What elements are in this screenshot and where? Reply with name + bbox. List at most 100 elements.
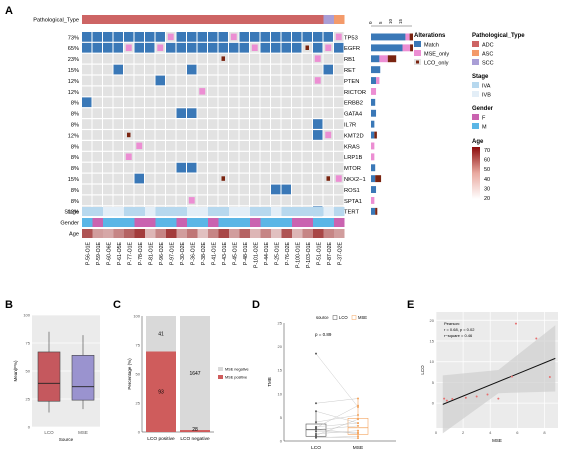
oncoprint-cell	[250, 184, 260, 195]
legend-swatch-negative	[218, 367, 223, 371]
lco-point	[315, 434, 317, 437]
oncoprint-cell	[302, 141, 312, 151]
oncoprint-cell	[176, 75, 186, 86]
oncoprint-cell	[250, 162, 260, 173]
oncoprint-cell	[134, 130, 144, 140]
gene-name-label: TP53	[344, 35, 358, 41]
stacked-bar-panel: 0 25 50 75 100 41 93 LCO positive 1647 28 LCO nega…	[127, 314, 249, 443]
oncoprint-cell	[292, 75, 302, 86]
oncoprint-cell	[82, 195, 92, 206]
stage-cell	[155, 207, 166, 216]
pair-line	[315, 405, 359, 428]
gender-cell	[302, 218, 313, 227]
oncoprint-cell	[103, 195, 113, 206]
lco-point	[315, 421, 317, 424]
oncoprint-cell	[187, 141, 197, 151]
lco-point	[315, 402, 317, 405]
oncoprint-cell	[250, 119, 260, 129]
oncoprint-cell	[176, 173, 186, 184]
bar-mse-negative	[180, 316, 210, 431]
oncoprint-cell	[281, 64, 291, 75]
oncoprint-cell	[134, 151, 144, 162]
gene-pct-label: 8%	[71, 123, 79, 129]
gene-pct-label: 12%	[68, 79, 79, 85]
side-axis-tick: 0	[368, 21, 373, 24]
match-mark	[218, 42, 228, 53]
side-bar-segment	[371, 33, 406, 41]
sample-label: P-56-O1E	[85, 241, 91, 265]
match-mark	[176, 42, 186, 53]
oncoprint-cell	[281, 141, 291, 151]
side-bar-segment	[371, 55, 380, 63]
oncoprint-cell	[208, 173, 218, 184]
legend-item-iva: IVA	[482, 84, 491, 90]
oncoprint-cell	[113, 97, 123, 108]
bar-label-positive: 93	[158, 390, 164, 396]
oncoprint-cell	[250, 97, 260, 108]
oncoprint-cell	[271, 86, 281, 97]
oncoprint-cell	[103, 184, 113, 195]
oncoprint-cell	[82, 173, 92, 184]
oncoprint-cell	[103, 130, 113, 140]
oncoprint-cell	[292, 53, 302, 64]
y-tick-label: 10	[278, 391, 283, 396]
oncoprint-cell	[197, 141, 207, 151]
gene-pct-label: 8%	[71, 112, 79, 118]
oncoprint-cell	[113, 195, 123, 206]
gender-cell	[260, 218, 271, 227]
oncoprint-cell	[239, 141, 249, 151]
oncoprint-cell	[103, 75, 113, 86]
oncoprint-cell	[250, 108, 260, 118]
side-bar-segment	[371, 142, 375, 150]
oncoprint-cell	[323, 108, 333, 118]
oncoprint-cell	[323, 141, 333, 151]
oncoprint-cell	[334, 108, 344, 118]
oncoprint-cell	[166, 162, 176, 173]
oncoprint-cell	[260, 162, 270, 173]
oncoprint-cell	[302, 108, 312, 118]
legend-item-scc: SCC	[482, 61, 494, 67]
pathological-type-cell	[82, 15, 93, 24]
gene-pct-label: 73%	[68, 35, 79, 41]
oncoprint-cell	[187, 151, 197, 162]
age-cell	[103, 229, 114, 238]
legend-item-positive: MSE positive	[225, 376, 247, 380]
oncoprint-cell	[281, 86, 291, 97]
mse-only-mark	[335, 175, 342, 182]
oncoprint-cell	[218, 151, 228, 162]
oncoprint-cell	[334, 130, 344, 140]
stage-cell	[197, 207, 208, 216]
stage-cell	[166, 207, 177, 216]
oncoprint-cell	[124, 184, 134, 195]
oncoprint-cell	[239, 64, 249, 75]
oncoprint-cell	[155, 130, 165, 140]
gene-pct-label: 8%	[71, 199, 79, 205]
oncoprint-cell	[124, 97, 134, 108]
y-axis-label: LCO	[420, 365, 425, 375]
data-point	[451, 398, 454, 400]
pearson-annotation: r−square = 0.46	[444, 333, 473, 338]
gender-cell	[92, 218, 103, 227]
oncoprint-cell	[334, 97, 344, 108]
side-bar-segment	[371, 207, 376, 215]
match-mark	[187, 64, 197, 75]
mse-only-mark	[325, 131, 332, 139]
legend-swatch-ivb	[472, 91, 479, 97]
oncoprint-cell	[334, 151, 344, 162]
oncoprint-cell	[113, 119, 123, 129]
sample-label: P-103-O1E	[306, 241, 312, 267]
gender-cell	[323, 218, 334, 227]
y-tick-label: 50	[26, 369, 31, 374]
mse-only-mark	[199, 88, 206, 95]
gender-cell	[134, 218, 145, 227]
legend-swatch-iva	[472, 82, 479, 88]
oncoprint-cell	[260, 184, 270, 195]
match-mark	[145, 32, 155, 42]
gene-pct-label: 12%	[68, 90, 79, 96]
gender-cell	[281, 218, 292, 227]
match-mark	[271, 32, 281, 42]
match-mark	[271, 184, 281, 195]
x-tick-label: 2	[462, 430, 465, 435]
oncoprint-cell	[239, 195, 249, 206]
oncoprint-cell	[271, 64, 281, 75]
